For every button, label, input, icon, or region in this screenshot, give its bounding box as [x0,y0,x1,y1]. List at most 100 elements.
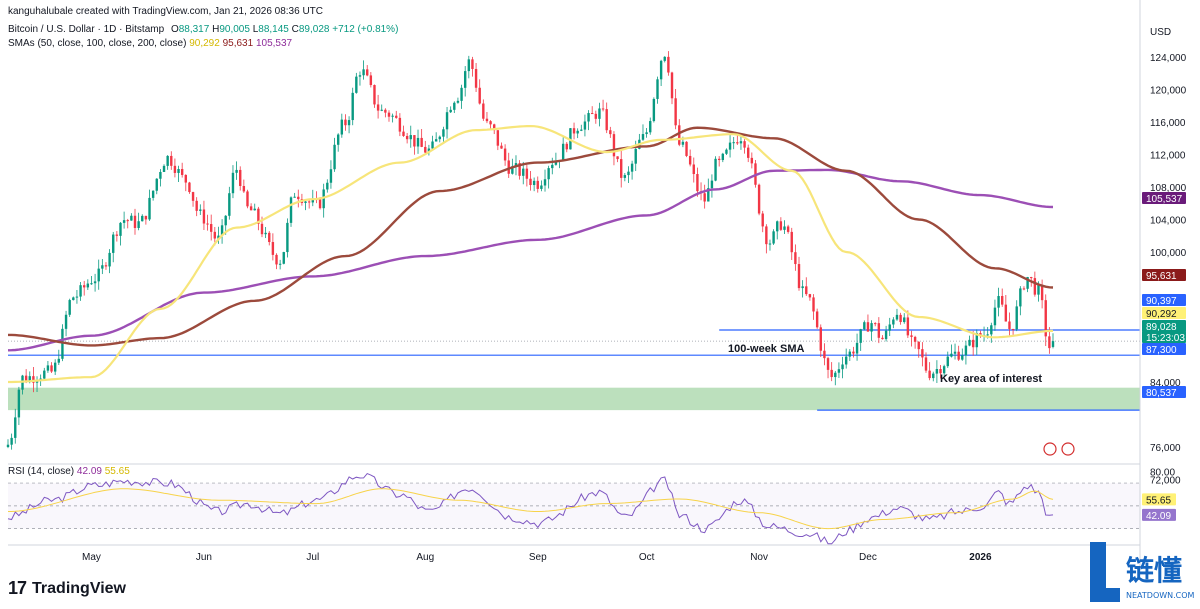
candle-body [971,339,975,348]
candle-body [93,281,97,284]
candle-body [413,135,416,147]
candle-body [649,121,652,133]
candle-body [130,215,133,221]
candle-body [1048,336,1051,349]
candle [173,158,177,178]
candle-body [627,171,630,176]
symbol-legend[interactable]: Bitcoin / U.S. Dollar · 1D · Bitstamp O8… [8,24,398,35]
candle-body [874,323,877,325]
candle [685,141,688,158]
candle [815,308,819,329]
candle-body [797,264,801,289]
candle [14,408,17,444]
candle [623,173,627,182]
candle [953,343,957,360]
candle-body [808,294,812,298]
candle-body [282,252,285,264]
candle-body [416,137,420,147]
candle [32,367,35,393]
candle [402,125,405,137]
candle [289,196,293,227]
candle-body [260,223,264,235]
rsi-ma-line [8,488,1054,530]
candle-body [692,164,695,175]
candle [532,177,536,192]
candle [1001,288,1004,307]
rsi-badge-text: 55.65 [1146,495,1171,506]
candle [424,140,427,154]
candle [932,371,935,382]
time-tick-label: Jun [196,552,212,563]
candle-body [928,370,931,379]
candle-body [543,179,547,186]
candle [130,213,133,221]
candle-body [485,118,489,122]
candle-body [917,341,920,350]
candle-body [950,353,953,357]
candle-body [743,141,746,148]
candle [888,317,891,337]
candle-body [329,169,333,183]
candle [257,206,260,231]
candle-body [703,193,706,202]
price-badge: 90,397 [1142,294,1186,307]
candle-body [380,109,383,111]
candle [141,214,144,222]
candle-body [90,283,93,285]
candle-body [268,232,271,243]
candle-body [968,339,971,346]
candle-body [231,172,235,194]
candle [79,282,82,301]
symbol-title: Bitcoin / U.S. Dollar · 1D · Bitstamp [8,24,165,35]
candle-body [935,369,939,374]
candle-body [82,285,86,288]
rsi-badge-bg [1142,493,1176,506]
ohlc-open: 88,317 [178,24,210,35]
candle [10,433,13,450]
candle [656,76,659,104]
sma-legend[interactable]: SMAs (50, close, 100, close, 200, close)… [8,38,292,49]
candle-body [975,333,979,348]
candle [844,348,848,369]
candle [993,299,997,331]
tradingview-logo[interactable]: 17 TradingView [8,578,126,599]
candle-body [467,59,471,72]
candle [50,362,53,374]
price-tick-label: 84,000 [1150,378,1181,389]
candle-body [953,351,957,354]
candle [485,111,489,124]
candle-body [228,193,231,216]
candle-body [805,286,808,295]
candle-body [790,231,793,253]
candle-body [1026,277,1029,289]
price-tick-label: 120,000 [1150,86,1187,97]
candle-body [170,155,173,166]
candle [627,166,630,184]
rsi-legend[interactable]: RSI (14, close) 42.09 55.65 [8,466,130,477]
candle-body [253,208,256,211]
candle [336,133,340,152]
chart-credit: kanguhalubale created with TradingView.c… [8,6,324,17]
candle [17,386,21,426]
candle-body [191,192,195,201]
price-badge-bg [1142,192,1186,204]
candle-body [681,141,685,145]
candle-body [765,226,768,245]
candle [928,362,931,381]
candle [601,99,605,112]
candle [543,169,547,192]
candle-body [819,327,822,351]
candle-body [576,130,579,134]
candle-body [783,226,786,230]
price-badge-bg [1142,307,1186,319]
candle [108,249,111,274]
candle [405,132,409,144]
candle-body [122,220,126,223]
price-badge-bg [1142,386,1186,398]
candle [768,239,772,251]
candle-body [511,166,514,174]
candle-body [155,178,158,191]
candle-body [779,221,783,230]
candle [877,317,881,344]
candle [93,273,97,292]
